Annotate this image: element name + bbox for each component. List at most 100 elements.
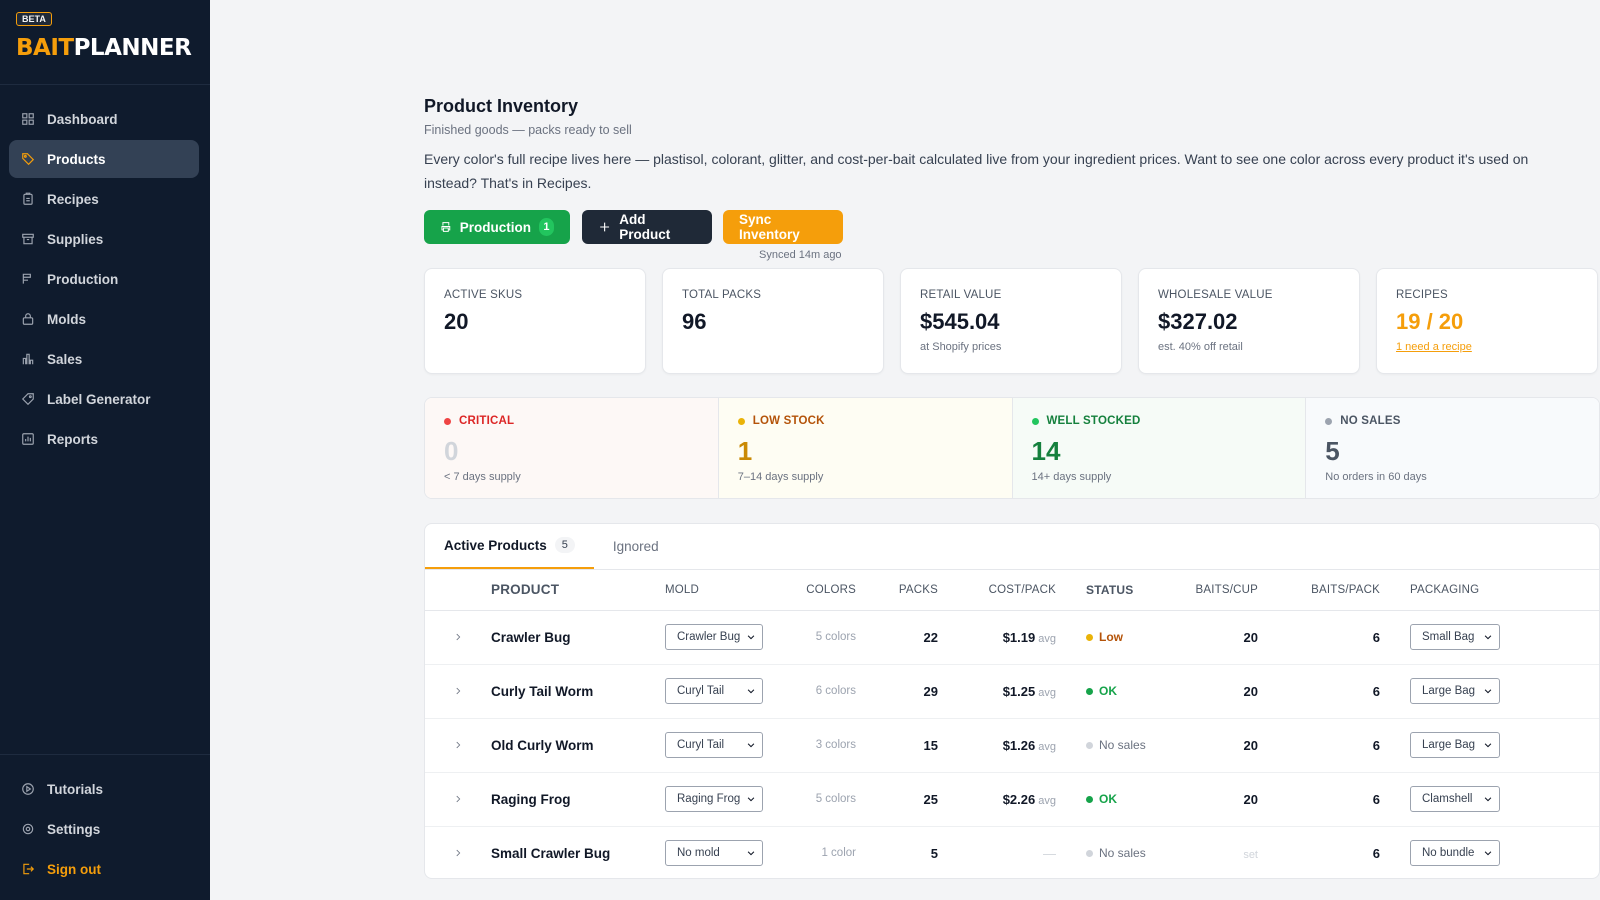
- packaging-value: Large Bag: [1422, 685, 1476, 697]
- sidebar-item-reports[interactable]: Reports: [9, 420, 199, 458]
- cost-value: $1.25: [1002, 683, 1036, 699]
- sidebar-item-tutorials[interactable]: Tutorials: [9, 770, 199, 808]
- packaging-select[interactable]: Large Bag: [1410, 678, 1500, 704]
- column-header[interactable]: BAITS/PACK: [1258, 570, 1380, 611]
- baits-per-pack[interactable]: 6: [1372, 845, 1380, 861]
- status-badge: Low: [1056, 610, 1172, 665]
- column-header[interactable]: PACKS: [856, 570, 938, 611]
- column-header[interactable]: STATUS: [1056, 570, 1172, 611]
- packaging-select[interactable]: Clamshell: [1410, 786, 1500, 812]
- baits-per-pack[interactable]: 6: [1258, 772, 1380, 827]
- table-row[interactable]: Crawler Bug Crawler Bug 5 colors 22 $1.1…: [425, 610, 1599, 665]
- sidebar-item-products[interactable]: Products: [9, 140, 199, 178]
- tab-ignored[interactable]: Ignored: [594, 524, 678, 569]
- cost-per-pack: —: [938, 826, 1056, 878]
- stock-value: 0: [444, 436, 459, 466]
- packaging-select[interactable]: Large Bag: [1410, 732, 1500, 758]
- chevron-right-icon[interactable]: [453, 792, 463, 807]
- column-header[interactable]: MOLD: [665, 570, 790, 611]
- sidebar-item-production[interactable]: Production: [9, 260, 199, 298]
- table-row[interactable]: Old Curly Worm Curyl Tail 3 colors 15 $1…: [425, 718, 1599, 773]
- chevron-right-icon[interactable]: [453, 846, 463, 861]
- column-header[interactable]: COST/PACK: [938, 570, 1056, 611]
- product-name: Raging Frog: [491, 772, 665, 827]
- sidebar-item-label-generator[interactable]: Label Generator: [9, 380, 199, 418]
- page-description: Every color's full recipe lives here — p…: [424, 151, 1529, 191]
- chevron-down-icon: [1484, 797, 1492, 802]
- packs-count: 22: [856, 610, 938, 665]
- baits-per-cup[interactable]: 20: [1172, 610, 1258, 665]
- mold-select[interactable]: Raging Frog: [665, 786, 763, 812]
- packaging-select[interactable]: Small Bag: [1410, 624, 1500, 650]
- baits-per-cup[interactable]: 20: [1172, 664, 1258, 719]
- sidebar-item-sales[interactable]: Sales: [9, 340, 199, 378]
- stat-note: est. 40% off retail: [1158, 341, 1243, 353]
- stat-label: WHOLESALE VALUE: [1158, 289, 1273, 301]
- stock-label: WELL STOCKED: [1046, 415, 1141, 427]
- product-tabs: Active Products 5 Ignored: [425, 524, 1599, 570]
- tab-active-products[interactable]: Active Products 5: [425, 524, 594, 569]
- cost-suffix: avg: [1038, 686, 1056, 699]
- mold-select[interactable]: Curyl Tail: [665, 732, 763, 758]
- table-row[interactable]: Raging Frog Raging Frog 5 colors 25 $2.2…: [425, 772, 1599, 827]
- products-panel: Active Products 5 Ignored PRODUCT MOLD C…: [424, 523, 1600, 879]
- chevron-right-icon[interactable]: [453, 684, 463, 699]
- stat-card-active-skus: ACTIVE SKUS 20: [424, 268, 646, 374]
- column-header[interactable]: BAITS/CUP: [1172, 570, 1258, 611]
- stock-critical[interactable]: CRITICAL 0 < 7 days supply: [425, 398, 719, 498]
- baits-per-cup[interactable]: 20: [1172, 718, 1258, 773]
- sidebar-item-settings[interactable]: Settings: [9, 810, 199, 848]
- chevron-right-icon[interactable]: [453, 630, 463, 645]
- table-row[interactable]: Small Crawler Bug No mold 1 color 5 — No…: [425, 826, 1599, 878]
- cost-value: —: [1043, 845, 1056, 861]
- tab-label: Active Products: [444, 537, 547, 553]
- gear-icon: [21, 822, 35, 836]
- sync-inventory-button[interactable]: Sync Inventory: [723, 210, 843, 244]
- sidebar-item-molds[interactable]: Molds: [9, 300, 199, 338]
- mold-select[interactable]: Curyl Tail: [665, 678, 763, 704]
- stock-value: 1: [737, 436, 753, 466]
- baits-per-pack[interactable]: 6: [1258, 718, 1380, 773]
- chevron-right-icon[interactable]: [453, 738, 463, 753]
- status-dot-icon: [1031, 417, 1039, 425]
- stock-no-sales[interactable]: NO SALES 5 No orders in 60 days: [1306, 398, 1599, 498]
- stock-summary: CRITICAL 0 < 7 days supply LOW STOCK 1 7…: [424, 397, 1600, 499]
- chevron-down-icon: [747, 743, 755, 748]
- logo-text-part2: PLANNER: [73, 35, 192, 61]
- production-button-label: Production: [459, 219, 531, 235]
- baits-per-pack[interactable]: 6: [1258, 610, 1380, 665]
- need-recipe-link[interactable]: 1 need a recipe: [1396, 341, 1472, 353]
- sidebar-item-label: Products: [47, 151, 106, 167]
- baits-per-pack[interactable]: 6: [1258, 664, 1380, 719]
- add-product-button[interactable]: Add Product: [582, 210, 712, 244]
- stock-well[interactable]: WELL STOCKED 14 14+ days supply: [1012, 398, 1307, 498]
- synced-status: Synced 14m ago: [759, 249, 842, 261]
- baits-per-cup: set: [1172, 826, 1258, 878]
- mold-value: Curyl Tail: [677, 739, 725, 751]
- packaging-select[interactable]: No bundle: [1410, 840, 1500, 867]
- stock-low[interactable]: LOW STOCK 1 7–14 days supply: [718, 398, 1013, 498]
- sidebar-item-dashboard[interactable]: Dashboard: [9, 100, 199, 138]
- column-header-expand: [425, 570, 491, 611]
- mold-value: Raging Frog: [677, 793, 741, 805]
- column-header[interactable]: COLORS: [790, 570, 856, 611]
- mold-select[interactable]: No mold: [665, 840, 763, 867]
- mold-select[interactable]: Crawler Bug: [665, 624, 763, 650]
- sign-out-button[interactable]: Sign out: [9, 850, 199, 888]
- column-header[interactable]: PRODUCT: [491, 570, 665, 611]
- chevron-down-icon: [1484, 689, 1492, 694]
- app-logo[interactable]: BAITPLANNER: [16, 35, 192, 61]
- baits-per-cup-placeholder[interactable]: set: [1243, 848, 1258, 861]
- sidebar-item-recipes[interactable]: Recipes: [9, 180, 199, 218]
- baits-per-cup[interactable]: 20: [1172, 772, 1258, 827]
- sidebar-item-label: Dashboard: [47, 111, 118, 127]
- product-name: Old Curly Worm: [491, 718, 665, 773]
- column-header[interactable]: PACKAGING: [1380, 570, 1599, 611]
- sidebar-item-label: Sales: [47, 351, 83, 367]
- stat-card-retail-value: RETAIL VALUE $545.04 at Shopify prices: [900, 268, 1122, 374]
- chevron-down-icon: [1484, 743, 1492, 748]
- sidebar-item-supplies[interactable]: Supplies: [9, 220, 199, 258]
- table-row[interactable]: Curly Tail Worm Curyl Tail 6 colors 29 $…: [425, 664, 1599, 719]
- production-button[interactable]: Production 1: [424, 210, 570, 244]
- status-dot-icon: [444, 417, 451, 425]
